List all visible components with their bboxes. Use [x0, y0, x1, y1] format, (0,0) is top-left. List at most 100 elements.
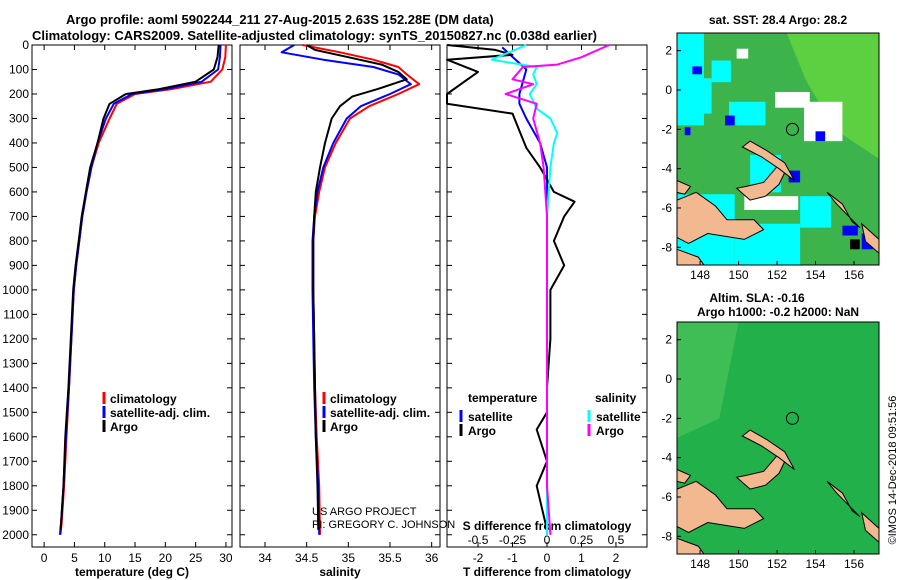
- map-x-tick-label: 148: [690, 557, 710, 571]
- x-tick-label: 10: [98, 551, 112, 565]
- series-line-climatology: [59, 44, 227, 535]
- map-y-tick-label: -8: [661, 529, 672, 543]
- y-tick-label: 1900: [2, 503, 29, 517]
- credit-line-1: US ARGO PROJECT: [312, 506, 417, 518]
- map-x-tick-label: 150: [729, 557, 749, 571]
- land-mass: [741, 140, 795, 181]
- y-tick-label: 200: [9, 87, 29, 101]
- x-tick-label: -2: [473, 551, 484, 565]
- y-tick-label: 500: [9, 160, 29, 174]
- land-mass: [676, 191, 765, 244]
- warm-region: [786, 33, 879, 159]
- legend-label: Argo: [596, 424, 624, 438]
- map-y-tick-label: -4: [661, 162, 672, 176]
- x-tick-label: 36: [425, 551, 439, 565]
- x-axis-label: T difference from climatology: [463, 565, 631, 579]
- series-line-satellite-adj-clim-: [58, 44, 222, 535]
- map-x-tick-label: 156: [844, 268, 864, 282]
- land-mass: [826, 480, 861, 517]
- legend-heading-temperature: temperature: [468, 391, 538, 405]
- y-tick-label: 800: [9, 234, 29, 248]
- x2-tick-label: -0.5: [468, 533, 489, 547]
- y-tick-label: 1800: [2, 479, 29, 493]
- sst-patch: [684, 127, 691, 136]
- legend-label: Argo: [468, 424, 496, 438]
- sst-patch: [692, 66, 703, 75]
- map-frame: [676, 321, 880, 555]
- sst-patch: [725, 115, 735, 126]
- x2-tick-label: -0.25: [499, 533, 527, 547]
- map-x-tick-label: 152: [767, 268, 787, 282]
- map-y-tick-label: 2: [665, 333, 672, 347]
- y-tick-label: 300: [9, 111, 29, 125]
- land-mass: [676, 480, 765, 533]
- legend-label: satellite: [468, 410, 513, 424]
- x-tick-label: 35: [342, 551, 356, 565]
- sst-patch: [711, 60, 731, 83]
- map-x-tick-label: 150: [729, 268, 749, 282]
- series-line-t-argo: [446, 44, 576, 531]
- title-line-1: Argo profile: aoml 5902244_211 27-Aug-20…: [66, 12, 494, 27]
- map-x-tick-label: 156: [844, 557, 864, 571]
- x-tick-label: 30: [219, 551, 233, 565]
- sst-map-title: sat. SST: 28.4 Argo: 28.2: [709, 13, 848, 27]
- x-tick-label: 2: [613, 551, 620, 565]
- y-tick-label: 2000: [2, 528, 29, 542]
- legend-label: satellite-adj. clim.: [330, 406, 430, 420]
- y-tick-label: 1000: [2, 283, 29, 297]
- y-tick-label: 1300: [2, 356, 29, 370]
- x-tick-label: 5: [71, 551, 78, 565]
- series-line-satellite-adj-clim-: [280, 44, 412, 535]
- land-mass: [826, 191, 861, 228]
- x-tick-label: 25: [189, 551, 203, 565]
- profile-location-marker: [785, 122, 799, 136]
- map-x-tick-label: 154: [805, 268, 825, 282]
- series-line-t-satellite: [501, 46, 548, 535]
- plot-frame: [239, 44, 441, 548]
- x-tick-label: 0: [41, 551, 48, 565]
- sla-map: 2 0 -2 -4 -6 -8 148 150 152 154 156: [661, 321, 880, 571]
- map-x-tick-label: 148: [690, 268, 710, 282]
- sst-patch: [800, 196, 831, 228]
- sst-patch: [788, 170, 801, 183]
- credit-line-2: PI: GREGORY C. JOHNSON: [312, 519, 455, 531]
- map-y-tick-label: -6: [661, 201, 672, 215]
- y-tick-label: 100: [9, 62, 29, 76]
- y-tick-label: 1600: [2, 430, 29, 444]
- legend-label: Argo: [110, 420, 138, 434]
- map-y-tick-label: -8: [661, 240, 672, 254]
- y-tick-label: 0: [22, 38, 29, 52]
- x2-tick-label: 0.25: [570, 533, 594, 547]
- x2-tick-label: 0.5: [608, 533, 625, 547]
- title-line-2: Climatology: CARS2009. Satellite-adjuste…: [32, 28, 597, 43]
- x-tick-label: -1: [507, 551, 518, 565]
- land-mass: [741, 429, 795, 470]
- y-tick-label: 900: [9, 258, 29, 272]
- x-tick-label: 35.5: [378, 551, 402, 565]
- map-x-tick-label: 154: [805, 557, 825, 571]
- map-x-tick-label: 152: [767, 557, 787, 571]
- sst-patch: [728, 101, 766, 126]
- legend-label: climatology: [110, 392, 177, 406]
- x-tick-label: 15: [128, 551, 142, 565]
- x2-tick-label: 0: [544, 533, 551, 547]
- sst-patch: [775, 91, 810, 108]
- x-tick-label: 34: [258, 551, 272, 565]
- x-axis-label: temperature (deg C): [75, 565, 189, 579]
- y-tick-label: 1500: [2, 405, 29, 419]
- x-tick-label: 1: [578, 551, 585, 565]
- legend-label: satellite-adj. clim.: [110, 406, 210, 420]
- sst-patch: [842, 225, 858, 236]
- x-tick-label: 20: [159, 551, 173, 565]
- sst-patch: [850, 239, 860, 250]
- map-y-tick-label: -2: [661, 411, 672, 425]
- sst-patch: [744, 196, 799, 210]
- panel-salinity: 34 34.5 35 35.5 36 salinity climatologysatelli…: [239, 44, 441, 579]
- sst-patch: [815, 131, 826, 142]
- series-line-argo: [306, 44, 408, 530]
- map-y-tick-label: -2: [661, 122, 672, 136]
- legend-label: climatology: [330, 392, 397, 406]
- series-line-climatology: [302, 44, 421, 535]
- y-tick-label: 400: [9, 136, 29, 150]
